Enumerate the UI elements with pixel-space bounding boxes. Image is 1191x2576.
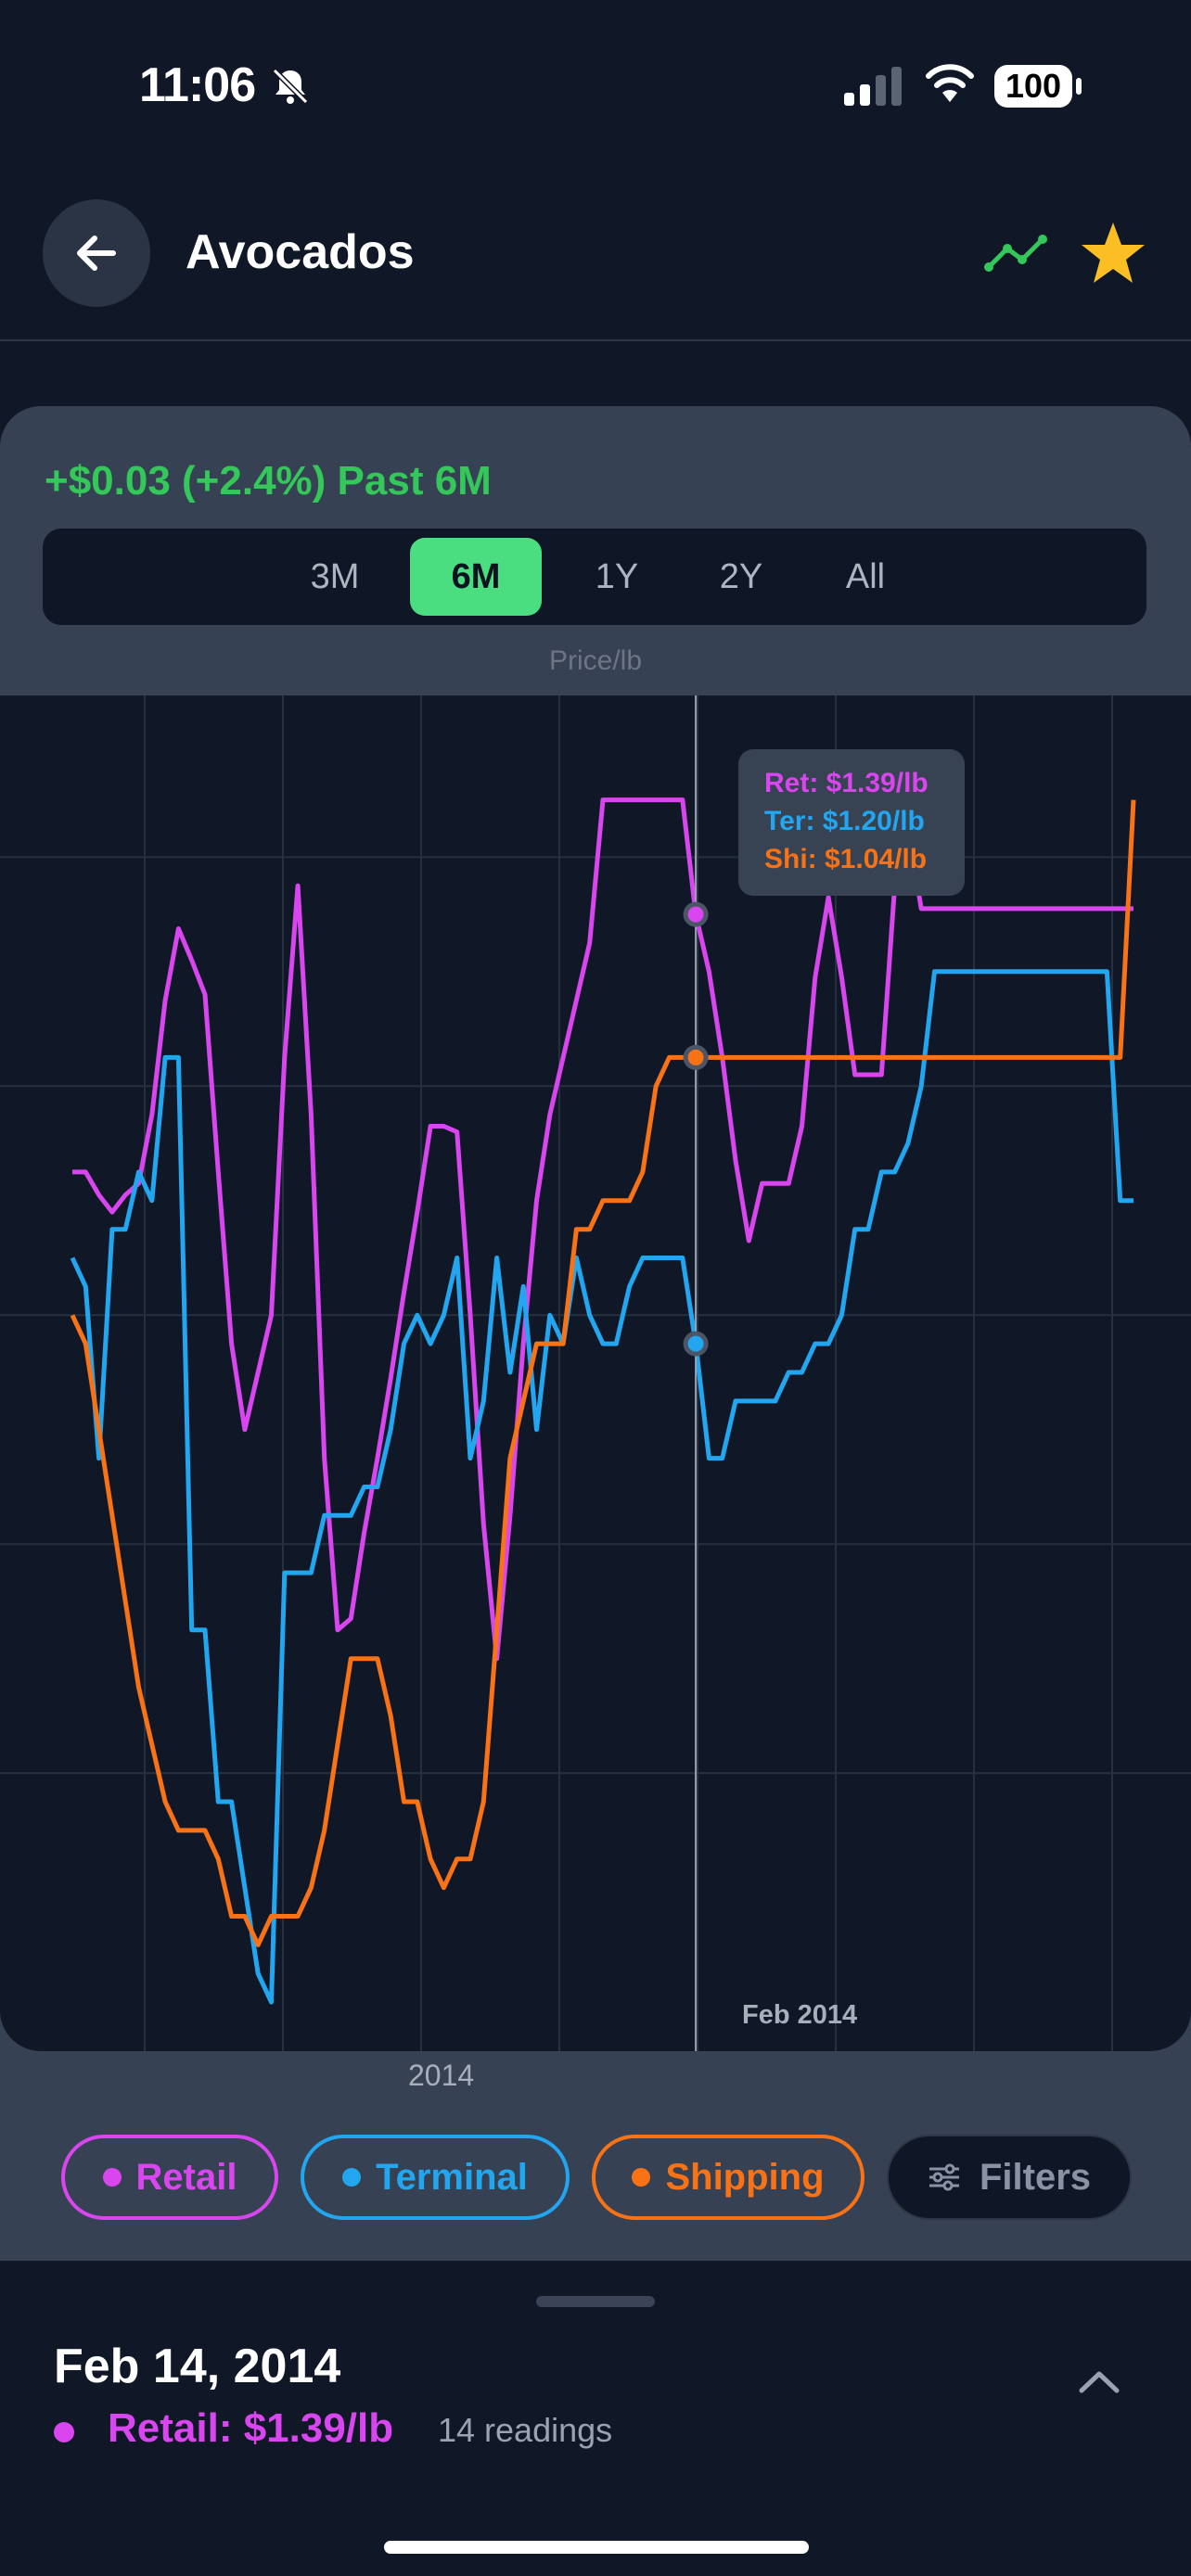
- y-axis-unit-label: Price/lb: [548, 645, 643, 676]
- bell-slash-icon: [272, 68, 309, 105]
- chevron-up-icon[interactable]: [1076, 2368, 1122, 2396]
- filters-label: Filters: [979, 2156, 1092, 2198]
- readings-count: 14 readings: [438, 2411, 613, 2449]
- series-line-retail: [72, 797, 1133, 1662]
- price-change-summary: +$0.03 (+2.4%) Past 6M: [45, 458, 492, 504]
- trend-line-icon[interactable]: [983, 230, 1048, 276]
- retail-dot: [102, 2168, 122, 2187]
- terminal-dot: [342, 2168, 362, 2187]
- series-line-terminal: [70, 969, 1133, 2005]
- series-line-shipping: [70, 799, 1136, 1947]
- back-button[interactable]: [43, 199, 150, 307]
- cursor-point-shipping: [683, 1044, 709, 1070]
- selected-retail-value: Retail: $1.39/lb: [108, 2405, 394, 2451]
- cursor-point-terminal: [683, 1331, 709, 1357]
- top-nav-bar: Avocados: [0, 185, 1191, 341]
- terminal-series-toggle[interactable]: Terminal: [301, 2135, 570, 2220]
- status-bar: 11:06 100: [0, 0, 1191, 176]
- battery-nub: [1076, 78, 1082, 95]
- battery-indicator: 100: [994, 65, 1072, 108]
- tooltip-terminal: Ter: $1.20/lb: [764, 806, 925, 836]
- retail-series-toggle[interactable]: Retail: [61, 2135, 278, 2220]
- wifi-icon: [926, 64, 974, 102]
- home-indicator: [384, 2541, 809, 2554]
- signal-icon: [844, 67, 902, 106]
- selected-date: Feb 14, 2014: [54, 2340, 341, 2393]
- cursor-date-label: Feb 2014: [742, 2000, 857, 2030]
- shipping-dot: [632, 2168, 651, 2187]
- detail-bottom-sheet[interactable]: [0, 2270, 1191, 2576]
- status-time: 11:06: [139, 58, 256, 112]
- star-icon[interactable]: [1080, 221, 1146, 286]
- chart-series: [70, 797, 1136, 2005]
- price-line-chart[interactable]: Feb 2014: [0, 695, 1191, 2051]
- filters-button[interactable]: Filters: [887, 2135, 1132, 2220]
- retail-chip-label: Retail: [135, 2156, 237, 2198]
- range-all-button[interactable]: All: [845, 557, 886, 596]
- tooltip-retail: Ret: $1.39/lb: [764, 768, 928, 798]
- range-2y-button[interactable]: 2Y: [719, 557, 763, 596]
- price-chart-panel[interactable]: Feb 2014: [0, 695, 1191, 2051]
- time-range-selector: 3M 6M 1Y 2Y All: [43, 529, 1146, 625]
- range-3m-button[interactable]: 3M: [310, 557, 360, 596]
- range-6m-button[interactable]: 6M: [410, 538, 542, 616]
- tooltip-shipping: Shi: $1.04/lb: [764, 844, 928, 874]
- chart-tooltip: Ret: $1.39/lb Ter: $1.20/lb Shi: $1.04/l…: [738, 749, 965, 896]
- x-axis-year-label: 2014: [408, 2059, 475, 2092]
- cursor-point-retail: [683, 901, 709, 927]
- arrow-left-icon: [77, 236, 116, 271]
- chart-cursor: [683, 695, 709, 2051]
- shipping-chip-label: Shipping: [665, 2156, 825, 2198]
- page-title: Avocados: [186, 225, 415, 279]
- sliders-icon: [928, 2163, 959, 2191]
- terminal-chip-label: Terminal: [376, 2156, 528, 2198]
- retail-dot-indicator: [54, 2422, 74, 2442]
- range-1y-button[interactable]: 1Y: [595, 557, 639, 596]
- sheet-grabber[interactable]: [536, 2296, 655, 2307]
- shipping-series-toggle[interactable]: Shipping: [592, 2135, 864, 2220]
